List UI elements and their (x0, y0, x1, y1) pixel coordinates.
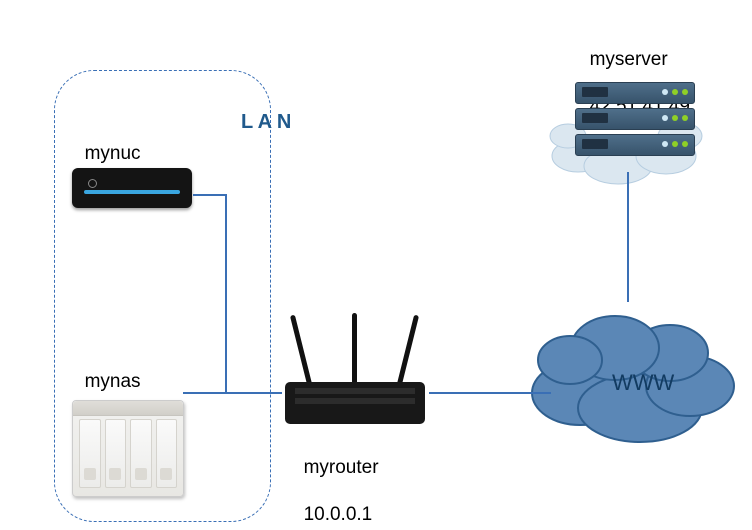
myserver-name: myserver (590, 49, 668, 70)
wire-router-www (429, 392, 551, 394)
myrouter-label: myrouter 10.0.0.1 (293, 432, 379, 527)
router-device-icon (280, 294, 430, 424)
server-rack-icon (575, 82, 695, 160)
mynas-name: mynas (85, 371, 141, 392)
myrouter-name: myrouter (304, 457, 379, 478)
wire-nuc-vert (193, 194, 227, 196)
wire-lan-vert (225, 194, 227, 394)
www-label: WWW (612, 370, 674, 396)
wire-to-router (225, 392, 282, 394)
nas-device-icon (72, 400, 184, 497)
myrouter-ip: 10.0.0.1 (304, 504, 373, 525)
nuc-device-icon (72, 168, 192, 214)
lan-label: L A N (241, 110, 291, 134)
wire-server-www (627, 172, 629, 302)
mynuc-name: mynuc (85, 143, 141, 164)
wire-nas-h (183, 392, 227, 394)
